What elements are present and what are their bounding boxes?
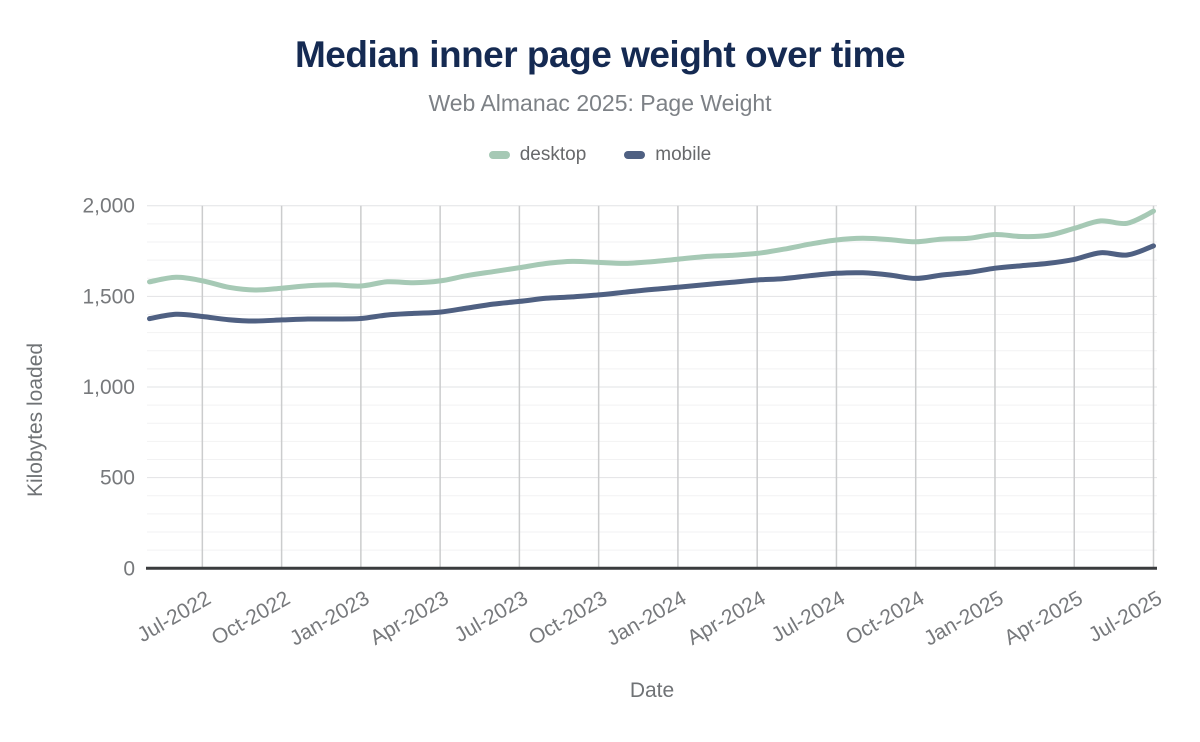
y-tick-labels: 0 500 1,000 1,500 2,000 xyxy=(82,195,135,581)
y-axis-title: Kilobytes loaded xyxy=(24,343,47,497)
y-tick-label: 2,000 xyxy=(82,195,135,218)
x-tick-label: Jan-2023 xyxy=(286,587,373,651)
x-axis-title: Date xyxy=(630,679,674,702)
legend-item-desktop[interactable]: desktop xyxy=(488,144,587,166)
y-tick-label: 1,500 xyxy=(82,285,135,308)
x-tick-label: Jan-2025 xyxy=(920,587,1007,651)
x-tick-label: Jul-2023 xyxy=(451,587,532,647)
desktop-line xyxy=(147,208,1156,293)
legend-label-desktop: desktop xyxy=(519,144,587,165)
major-y-gridlines xyxy=(147,205,1157,479)
mobile-swatch-icon xyxy=(624,151,646,159)
x-tick-label: Oct-2023 xyxy=(525,587,611,650)
y-tick-label: 500 xyxy=(100,467,135,490)
mobile-line xyxy=(147,243,1156,324)
x-tick-label: Oct-2024 xyxy=(842,587,929,650)
desktop-swatch-icon xyxy=(488,151,510,159)
x-tick-label: Oct-2022 xyxy=(208,587,294,650)
x-tick-label: Jul-2024 xyxy=(768,587,850,647)
x-tick-label: Apr-2025 xyxy=(1000,587,1086,650)
chart-title: Median inner page weight over time xyxy=(294,34,906,75)
x-tick-label: Apr-2023 xyxy=(366,587,452,650)
x-tick-label: Jan-2024 xyxy=(603,587,691,651)
legend-item-mobile[interactable]: mobile xyxy=(624,144,711,166)
y-tick-label: 0 xyxy=(123,557,135,580)
x-tick-labels: Jul-2022Oct-2022Jan-2023Apr-2023Jul-2023… xyxy=(134,587,1166,651)
y-tick-label: 1,000 xyxy=(82,376,135,399)
chart-subtitle: Web Almanac 2025: Page Weight xyxy=(428,90,772,116)
legend-label-mobile: mobile xyxy=(655,144,712,165)
x-tick-label: Apr-2024 xyxy=(683,587,770,650)
x-tick-label: Jul-2025 xyxy=(1085,587,1166,647)
x-tick-label: Jul-2022 xyxy=(134,587,215,647)
legend: desktop mobile xyxy=(0,144,1200,166)
